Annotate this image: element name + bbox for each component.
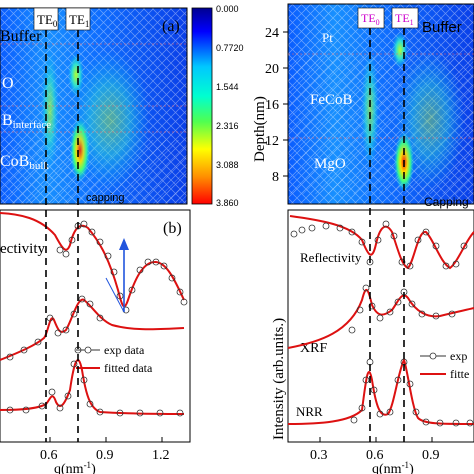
colorbar-tick: 3.088 — [216, 160, 239, 170]
right-layer-mgo: MgO — [314, 156, 346, 172]
left-legend-exp: exp data — [104, 343, 145, 357]
right-legend-exp: exp — [450, 349, 467, 363]
right-te0-tag: TE0 — [357, 7, 385, 29]
colorbar-tick: 2.316 — [216, 121, 239, 131]
left-layer-bulk: CoBbulk — [0, 153, 49, 172]
right-x-tick: 0.6 — [366, 448, 384, 463]
left-x-axis-label: q(nm-1) — [54, 460, 96, 474]
colorbar-tick: 3.860 — [216, 198, 239, 208]
right-nrr-label: NRR — [296, 404, 323, 419]
panel-a-label: (a) — [162, 18, 180, 35]
left-curves-panel: (b) ectivity — [0, 209, 191, 474]
left-layer-mgo: O — [2, 75, 14, 92]
svg-text:TE0: TE0 — [361, 11, 380, 27]
colorbar-tick: 0.000 — [216, 4, 239, 14]
left-legend-fit: fitted data — [104, 361, 153, 375]
colorbar-tick: 1.544 — [216, 82, 239, 92]
right-legend: exp fitte — [420, 349, 469, 381]
colorbar: 0.000 0.7720 1.544 2.316 3.088 3.860 — [191, 4, 244, 208]
left-layer-interface: Binterface — [2, 112, 51, 131]
svg-text:TE1: TE1 — [69, 12, 89, 29]
left-x-tick: 0.9 — [96, 448, 114, 463]
right-depth-axis: 24 20 16 12 8 Depth(nm) — [252, 26, 288, 185]
right-reflectivity-fit — [289, 215, 474, 270]
right-reflectivity-label: Reflectivity — [300, 250, 362, 265]
depth-tick: 16 — [265, 98, 279, 113]
intensity-axis-label: Intensity (arb.units.) — [271, 318, 287, 440]
depth-tick: 24 — [265, 26, 279, 41]
right-x-axis-label: q(nm-1) — [372, 460, 414, 474]
panel-b-label: (b) — [163, 220, 182, 237]
left-legend: exp data fitted data — [76, 343, 153, 375]
left-heatmap: Buffer O Binterface CoBbulk capping (a) … — [0, 7, 188, 205]
left-x-tick: 0.6 — [40, 448, 58, 463]
right-x-tick: 0.9 — [422, 448, 440, 463]
svg-text:TE1: TE1 — [395, 11, 414, 27]
depth-tick: 12 — [265, 134, 279, 149]
right-capping-label: Capping — [424, 195, 469, 209]
svg-text:TE0: TE0 — [37, 12, 58, 29]
right-exp-markers — [290, 220, 474, 427]
right-buffer-label: Buffer — [422, 19, 462, 36]
left-layer-buffer: Buffer — [0, 28, 42, 45]
left-exp-markers — [6, 220, 188, 417]
depth-axis-label: Depth(nm) — [252, 96, 268, 162]
left-capping-label: capping — [86, 192, 125, 204]
left-xrf-fit — [0, 298, 185, 361]
right-x-tick: 0.3 — [310, 448, 328, 463]
depth-tick: 20 — [265, 62, 279, 77]
left-te0-tag: TE0 — [33, 7, 59, 31]
right-legend-fit: fitte — [450, 367, 469, 381]
right-xrf-label: XRF — [300, 341, 327, 356]
left-x-tick: 1.2 — [152, 448, 170, 463]
right-curves-panel: Intensity (arb.units.) Reflectivity XRF … — [271, 209, 474, 474]
right-heatmap: Pt FeCoB MgO Buffer Capping TE0 TE1 24 2… — [252, 3, 474, 209]
left-reflectivity-label: ectivity — [0, 241, 45, 257]
right-layer-pt: Pt — [322, 30, 333, 45]
right-te1-tag: TE1 — [391, 7, 419, 29]
right-layer-fecob: FeCoB — [310, 92, 353, 108]
colorbar-tick: 0.7720 — [216, 43, 244, 53]
depth-tick: 8 — [272, 170, 279, 185]
left-te1-tag: TE1 — [65, 7, 91, 31]
left-blue-arrow — [105, 238, 129, 313]
